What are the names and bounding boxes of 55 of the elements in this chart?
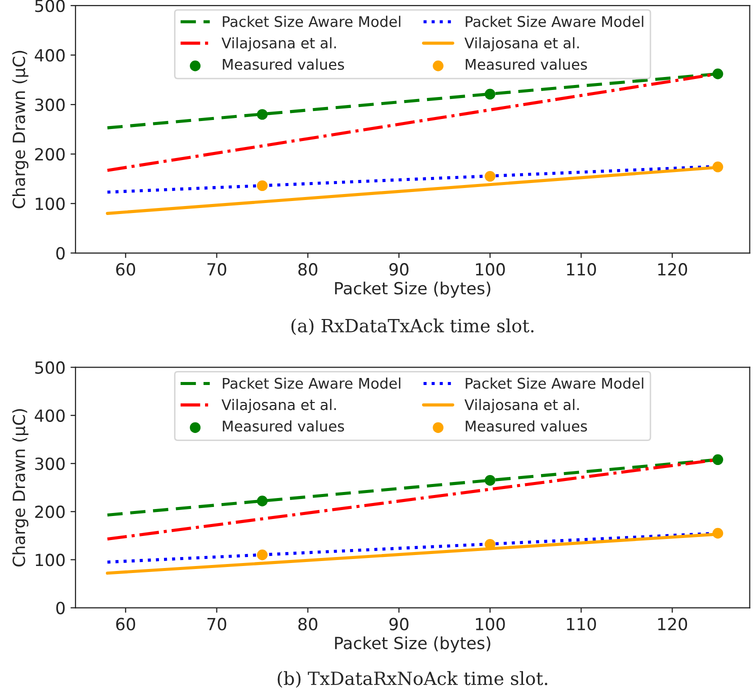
- y-axis-title: Charge Drawn (μC): [12, 409, 28, 566]
- point: [256, 550, 268, 560]
- x-tick-label: 120: [658, 618, 688, 630]
- legend-label: Measured values: [222, 420, 344, 432]
- x-tick-label: 110: [567, 618, 596, 630]
- y-tick-label: 500: [35, 361, 65, 374]
- x-tick-label: 90: [389, 618, 408, 630]
- x-tick-label: 90: [389, 263, 408, 276]
- x-tick-label: 80: [298, 263, 318, 276]
- y-tick-label: 0: [56, 602, 65, 614]
- text: (a) RxDataTxAck time slot.: [291, 318, 534, 336]
- y-tick-label: 300: [35, 98, 65, 112]
- x-tick-label: 110: [567, 263, 596, 276]
- legend-label: Vilajosana et al.: [464, 37, 579, 52]
- legend-label: Packet Size Aware Model: [466, 378, 644, 389]
- y-tick-label: 200: [35, 148, 65, 161]
- point: [712, 454, 724, 466]
- legend-label: Measured values: [466, 420, 587, 432]
- point: [712, 68, 724, 80]
- legend-label: Vilajosana et al.: [464, 398, 579, 414]
- legend-label: Packet Size Aware Model: [222, 16, 400, 28]
- legend-label: Packet Size Aware Model: [466, 16, 644, 28]
- x-tick-label: 70: [207, 263, 226, 276]
- point: [484, 88, 496, 100]
- y-tick-label: 200: [35, 506, 65, 518]
- legend-label: Vilajosana et al.: [222, 37, 336, 52]
- legend-label: Vilajosana et al.: [222, 398, 336, 414]
- x-axis-title: Packet Size (bytes): [335, 636, 490, 653]
- x-tick-label: 100: [476, 618, 505, 630]
- point: [256, 496, 268, 506]
- x-tick-label: 120: [658, 263, 688, 276]
- point: [712, 528, 724, 539]
- y-tick-label: 400: [34, 49, 65, 62]
- x-tick-label: 60: [116, 618, 136, 630]
- x-tick-label: 60: [116, 263, 136, 276]
- text: (b) TxDataRxNoAck time slot.: [278, 671, 548, 688]
- y-tick-label: 500: [35, 0, 65, 12]
- x-tick-label: 70: [207, 618, 226, 630]
- legend-label: Measured values: [222, 58, 344, 70]
- y-tick-label: 0: [56, 246, 65, 260]
- x-axis-title: Packet Size (bytes): [335, 282, 490, 298]
- y-tick-label: 100: [36, 554, 65, 566]
- x-tick-label: 80: [298, 618, 318, 630]
- point: [256, 180, 268, 192]
- legend-label: Measured values: [466, 58, 587, 70]
- x-tick-label: 100: [476, 263, 505, 276]
- y-tick-label: 400: [34, 409, 65, 422]
- point: [256, 109, 268, 120]
- point: [712, 162, 724, 172]
- point: [484, 474, 496, 486]
- y-tick-label: 300: [35, 457, 65, 470]
- point: [484, 170, 496, 182]
- legend-label: Packet Size Aware Model: [222, 378, 400, 389]
- y-tick-label: 100: [36, 197, 65, 210]
- y-axis-title: Charge Drawn (μC): [12, 50, 28, 208]
